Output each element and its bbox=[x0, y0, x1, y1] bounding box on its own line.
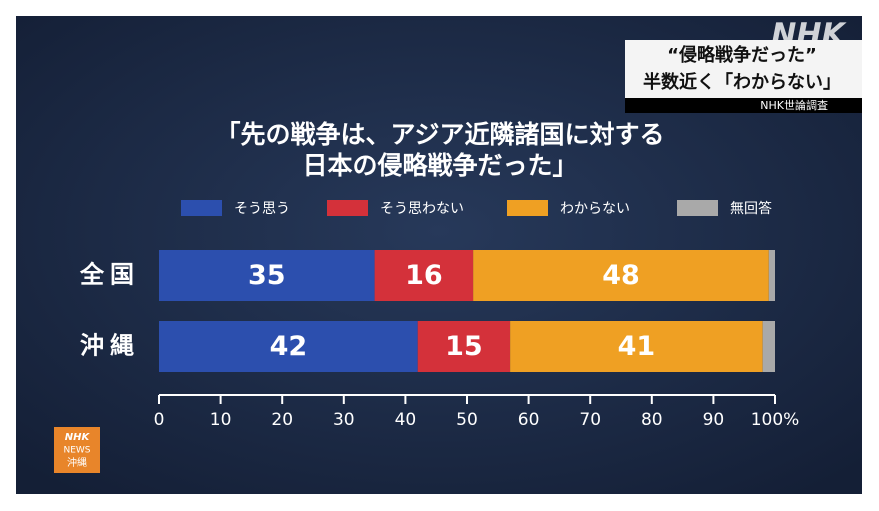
value-label: 42 bbox=[270, 331, 308, 362]
x-tick-label: 60 bbox=[518, 410, 540, 430]
chart-title: 日本の侵略戦争だった」 bbox=[302, 151, 577, 180]
bar-segment bbox=[417, 321, 511, 372]
bar-segment bbox=[768, 250, 775, 301]
legend-swatch bbox=[327, 200, 368, 216]
x-tick-label: 50 bbox=[456, 410, 478, 430]
legend-label: わからない bbox=[560, 201, 630, 217]
legend-label: 無回答 bbox=[730, 200, 772, 217]
channel-logo-text: NHK bbox=[65, 432, 91, 443]
legend-swatch bbox=[507, 200, 548, 216]
legend-swatch bbox=[677, 200, 718, 216]
caption-line: 半数近く「わからない」 bbox=[643, 71, 841, 93]
bar-segment bbox=[762, 321, 775, 372]
bar-segment bbox=[374, 250, 474, 301]
category-label: 全国 bbox=[79, 261, 140, 289]
x-tick-label: 20 bbox=[271, 410, 293, 430]
channel-logo-text: NEWS bbox=[63, 446, 90, 456]
x-tick-label: 100% bbox=[751, 410, 800, 430]
chart-title: 「先の戦争は、アジア近隣諸国に対する bbox=[215, 120, 664, 149]
source-strip bbox=[625, 98, 862, 113]
bar-segment bbox=[473, 250, 769, 301]
caption-line: “侵略戦争だった” bbox=[667, 44, 817, 66]
caption-box bbox=[625, 40, 862, 98]
bar-segment bbox=[159, 250, 375, 301]
x-tick-label: 70 bbox=[579, 410, 601, 430]
x-tick-label: 40 bbox=[395, 410, 417, 430]
bar-segment bbox=[510, 321, 763, 372]
x-tick-label: 90 bbox=[703, 410, 725, 430]
legend-swatch bbox=[181, 200, 222, 216]
channel-logo-text: 沖縄 bbox=[67, 456, 87, 469]
x-tick-label: 0 bbox=[154, 410, 165, 430]
value-label: 41 bbox=[618, 331, 656, 362]
source: NHK世論調査 bbox=[760, 98, 828, 112]
value-label: 16 bbox=[405, 260, 443, 291]
value-label: 35 bbox=[248, 260, 286, 291]
bar-segment bbox=[159, 321, 418, 372]
legend-label: そう思う bbox=[234, 201, 290, 217]
legend-label: そう思わない bbox=[380, 201, 464, 217]
x-tick-label: 80 bbox=[641, 410, 663, 430]
value-label: 15 bbox=[445, 331, 483, 362]
x-tick-label: 10 bbox=[210, 410, 232, 430]
value-label: 48 bbox=[602, 260, 640, 291]
x-tick-label: 30 bbox=[333, 410, 355, 430]
channel-logo bbox=[54, 427, 100, 473]
category-label: 沖縄 bbox=[80, 332, 140, 360]
plot: そう思う そう思わない わからない 無回答 0 10 20 30 40 50 60 70 80 90 100… bbox=[79, 200, 799, 430]
